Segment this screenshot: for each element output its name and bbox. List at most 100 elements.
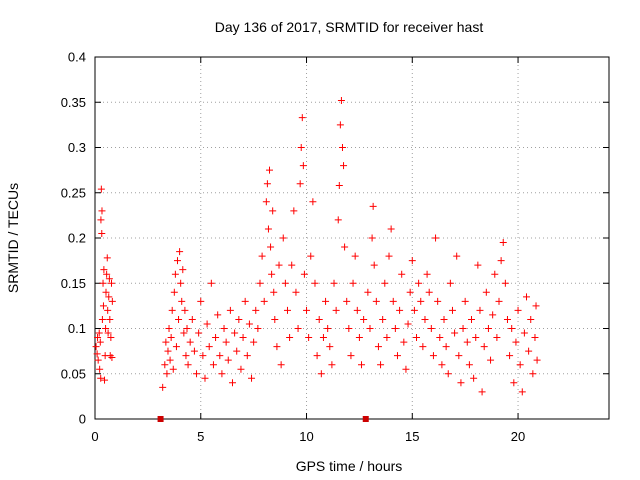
data-point	[168, 306, 176, 314]
data-point	[96, 338, 104, 346]
data-point	[260, 297, 268, 305]
data-point	[520, 329, 528, 337]
y-tick-label: 0.15	[61, 276, 86, 291]
data-point	[404, 320, 412, 328]
data-point	[313, 352, 321, 360]
data-point	[243, 352, 251, 360]
data-point	[299, 162, 307, 170]
data-point	[256, 279, 264, 287]
gap-marker	[157, 416, 164, 422]
data-point	[262, 198, 270, 206]
data-point	[98, 229, 106, 237]
data-point	[105, 275, 113, 283]
data-point	[99, 302, 107, 310]
data-point	[455, 352, 463, 360]
data-point	[495, 297, 503, 305]
x-tick-label: 10	[299, 429, 313, 444]
data-point	[107, 279, 115, 287]
data-point	[383, 334, 391, 342]
data-point	[423, 270, 431, 278]
data-point	[402, 365, 410, 373]
data-point	[311, 279, 319, 287]
y-tick-label: 0.2	[68, 231, 86, 246]
data-point	[94, 334, 102, 342]
data-point	[294, 325, 302, 332]
data-point	[425, 288, 433, 296]
data-point	[288, 261, 296, 269]
data-point	[503, 315, 511, 323]
data-point	[396, 306, 404, 314]
data-point	[442, 343, 450, 351]
data-point	[233, 347, 241, 355]
data-point	[459, 325, 467, 332]
data-point	[180, 329, 188, 337]
data-point	[381, 279, 389, 287]
data-point	[436, 334, 444, 342]
data-point	[387, 225, 395, 233]
data-point	[199, 352, 207, 360]
data-point	[468, 315, 476, 323]
data-point	[218, 370, 226, 378]
data-point	[298, 114, 306, 122]
data-point	[330, 279, 338, 287]
data-point	[493, 334, 501, 342]
data-point	[281, 279, 289, 287]
data-point	[159, 383, 167, 391]
data-point	[181, 306, 189, 314]
data-point	[103, 270, 111, 278]
data-point	[429, 352, 437, 360]
data-point	[177, 279, 185, 287]
data-point	[457, 379, 465, 387]
data-point	[353, 306, 361, 314]
data-points	[92, 96, 541, 396]
data-point	[184, 361, 192, 369]
data-point	[197, 297, 205, 305]
data-point	[489, 311, 497, 319]
data-point	[97, 216, 105, 224]
data-point	[324, 325, 332, 332]
y-tick-label: 0.05	[61, 366, 86, 381]
data-point	[476, 306, 484, 314]
data-point	[178, 297, 186, 305]
data-point	[292, 288, 300, 296]
y-tick-label: 0.3	[68, 140, 86, 155]
data-point	[338, 144, 346, 151]
data-point	[332, 306, 340, 314]
x-axis-label: GPS time / hours	[296, 458, 403, 474]
data-point	[527, 315, 535, 323]
data-point	[205, 343, 213, 351]
data-point	[491, 270, 499, 278]
data-point	[170, 288, 178, 296]
data-point	[415, 279, 423, 287]
data-point	[93, 350, 101, 358]
data-point	[97, 374, 105, 382]
data-point	[167, 334, 175, 342]
data-point	[99, 279, 107, 287]
data-point	[216, 352, 224, 360]
data-point	[400, 338, 408, 346]
data-point	[171, 270, 179, 278]
data-point	[268, 270, 276, 278]
data-point	[335, 182, 343, 190]
data-point	[444, 370, 452, 378]
data-point	[484, 325, 492, 332]
data-point	[533, 356, 541, 364]
data-point	[349, 279, 357, 287]
data-point	[523, 293, 531, 301]
data-point	[499, 239, 507, 247]
data-point	[286, 334, 294, 342]
data-point	[510, 379, 518, 387]
data-point	[358, 361, 366, 369]
data-point	[347, 352, 355, 360]
y-tick-label: 0.25	[61, 185, 86, 200]
data-point	[94, 356, 102, 364]
data-point	[258, 252, 266, 260]
data-point	[448, 306, 456, 314]
data-point	[161, 361, 169, 369]
data-point	[326, 343, 334, 351]
data-point	[385, 252, 393, 260]
data-point	[263, 180, 271, 188]
data-point	[531, 334, 539, 342]
data-point	[254, 325, 262, 332]
y-tick-label: 0.35	[61, 95, 86, 110]
